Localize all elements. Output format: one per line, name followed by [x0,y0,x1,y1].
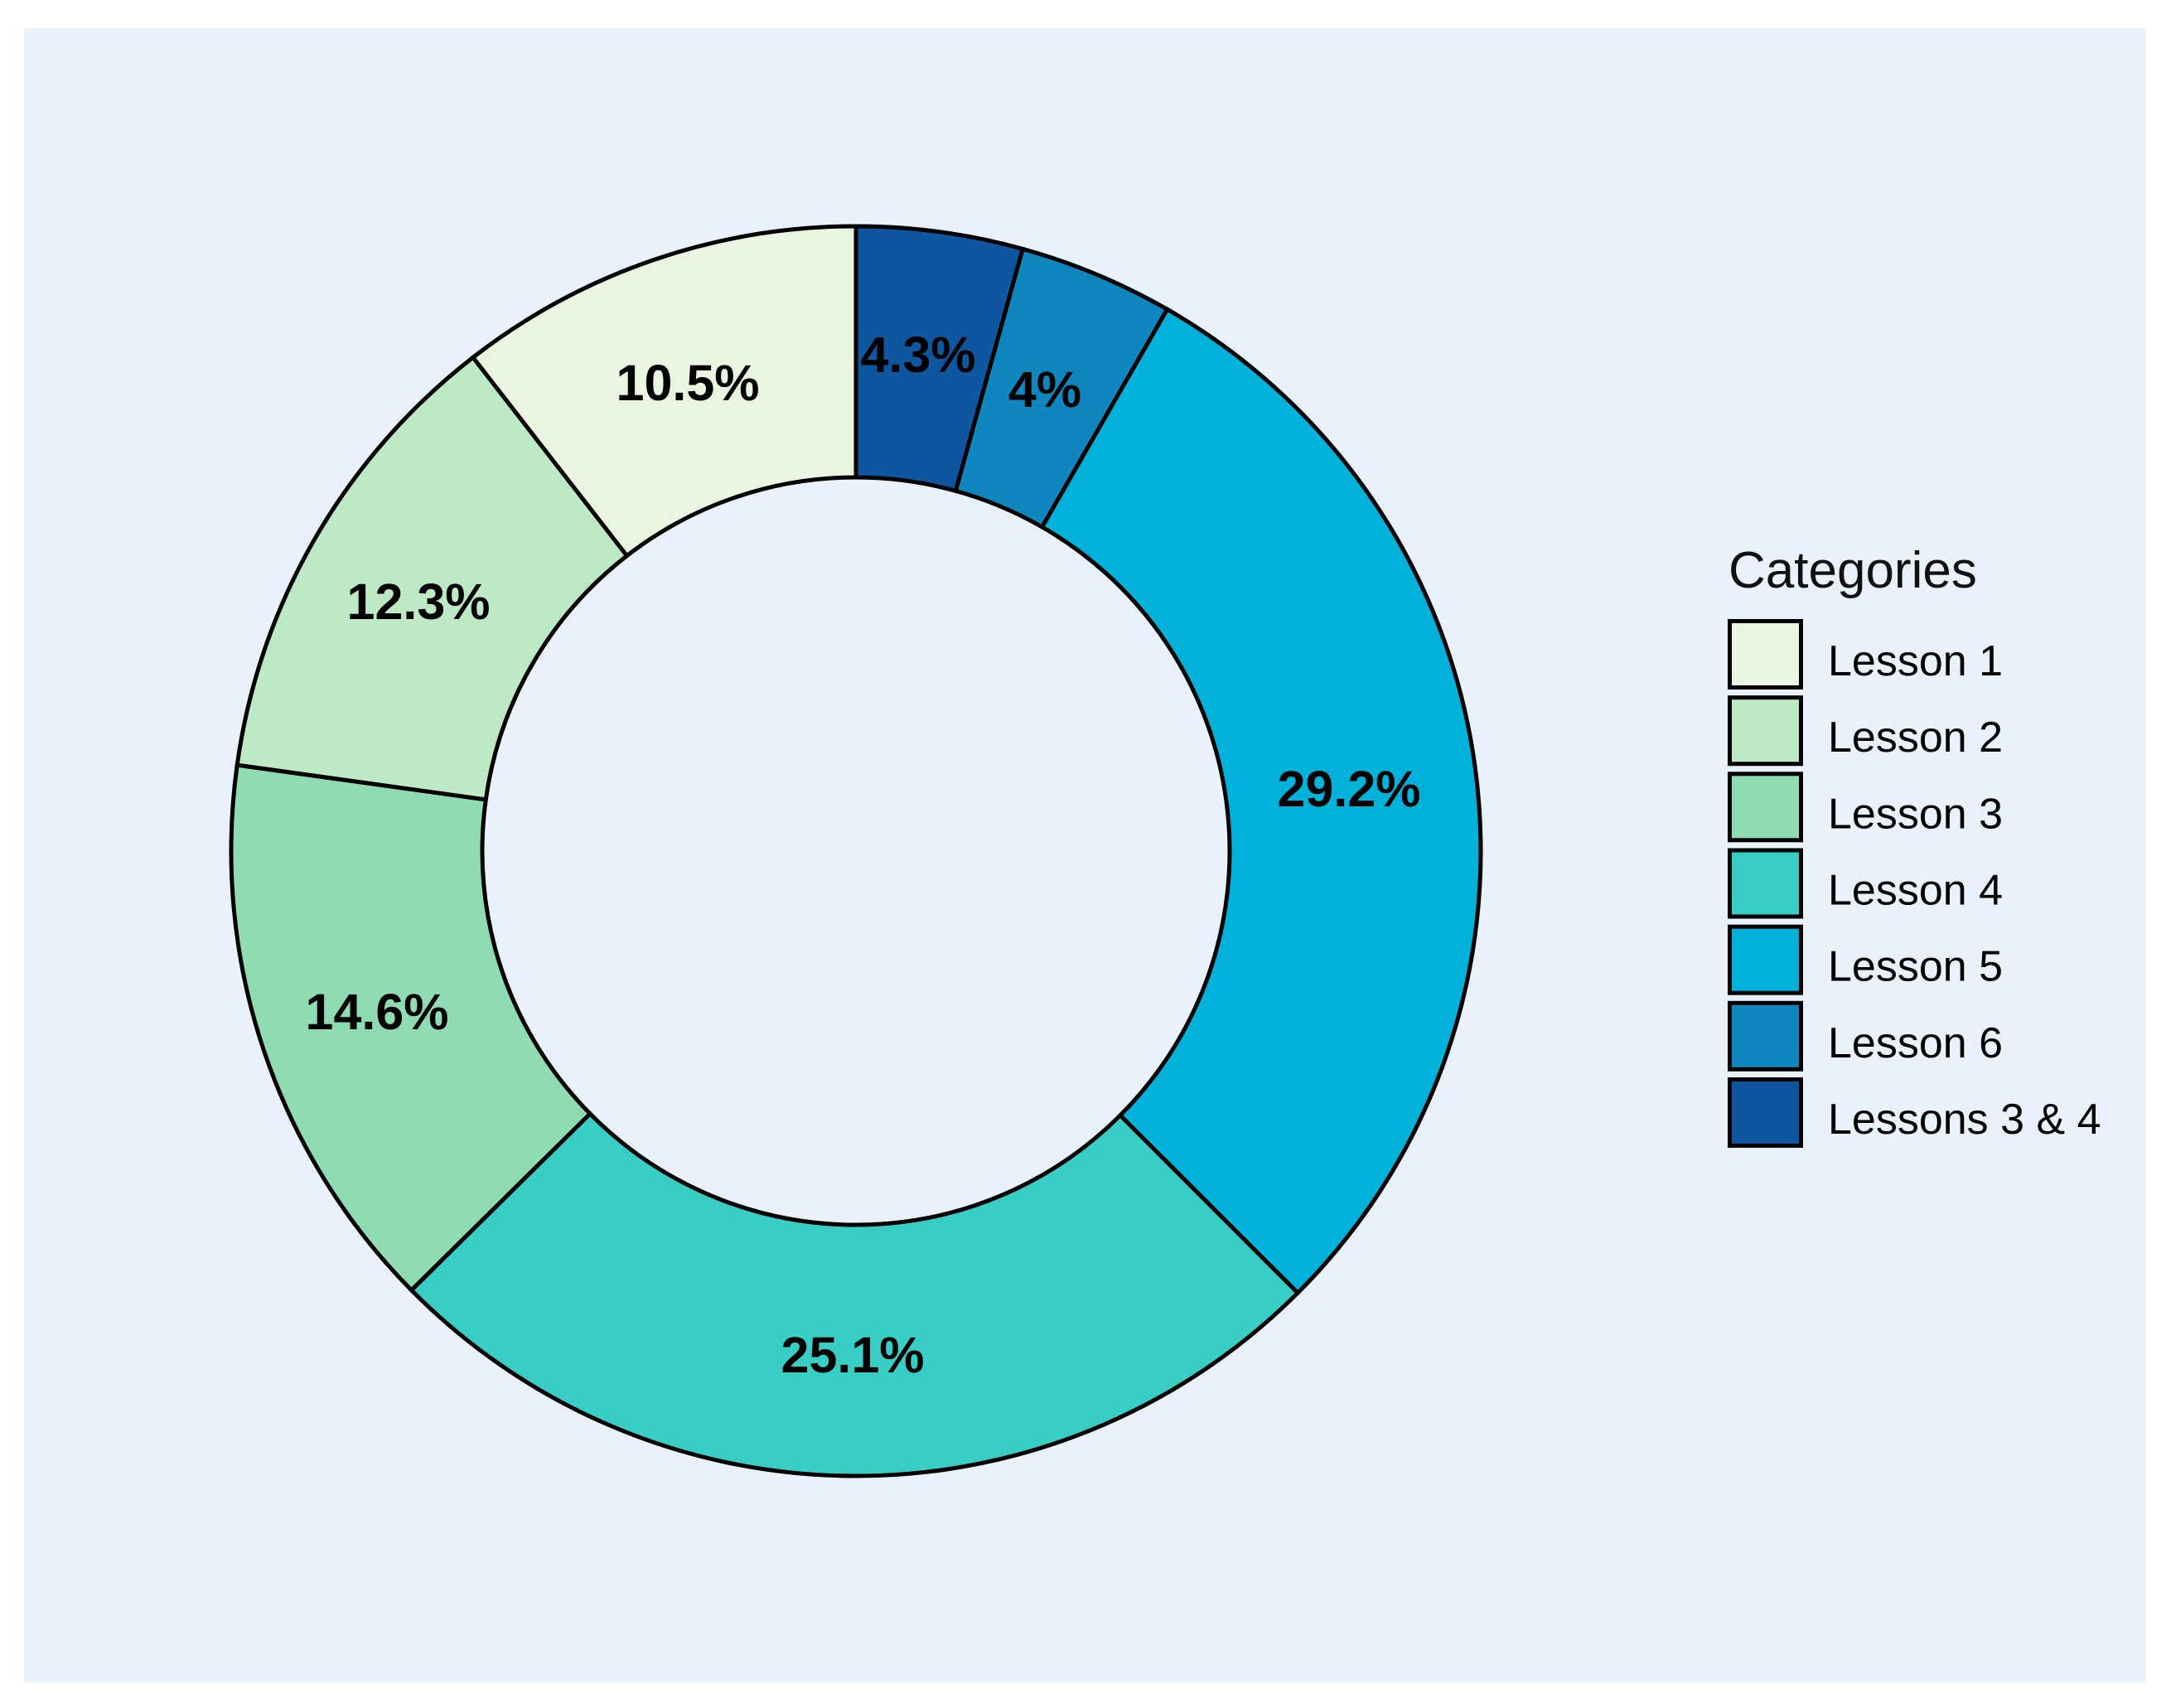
svg-text:Lesson 5: Lesson 5 [1828,943,2003,991]
svg-text:25.1%: 25.1% [781,1327,925,1383]
svg-text:29.2%: 29.2% [1278,761,1421,817]
svg-text:Lesson 3: Lesson 3 [1828,790,2003,838]
svg-text:12.3%: 12.3% [347,573,491,630]
svg-text:Lesson 4: Lesson 4 [1828,867,2003,915]
svg-text:Lesson 1: Lesson 1 [1828,637,2003,685]
svg-text:Lessons 3 & 4: Lessons 3 & 4 [1828,1096,2101,1144]
svg-text:4.3%: 4.3% [860,327,975,383]
svg-text:4%: 4% [1008,361,1081,418]
svg-text:Lesson 2: Lesson 2 [1828,714,2003,762]
svg-text:10.5%: 10.5% [616,355,760,411]
svg-text:Categories: Categories [1728,542,1977,599]
svg-text:14.6%: 14.6% [306,984,449,1040]
svg-text:Lesson 6: Lesson 6 [1828,1019,2003,1067]
